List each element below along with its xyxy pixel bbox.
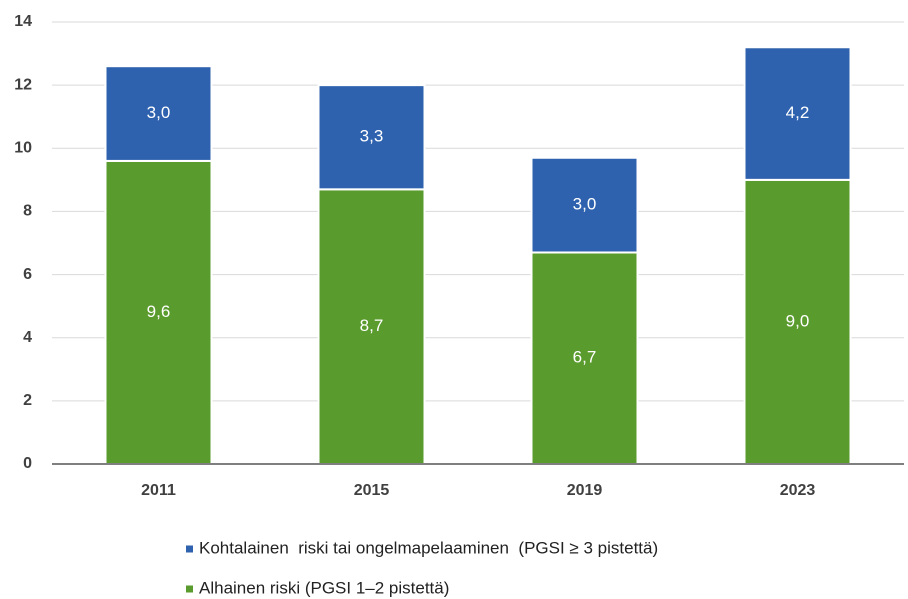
y-tick-label: 10 [14,140,32,157]
data-label: 9,0 [786,311,810,330]
y-tick-label: 0 [23,455,32,472]
data-label: 9,6 [147,302,171,321]
bar-segment [743,178,852,465]
y-tick-label: 4 [23,329,32,346]
bar-segment [530,251,639,465]
data-label: 4,2 [786,103,810,122]
bar-segment [317,84,426,191]
bar-segment [530,156,639,254]
legend-label: Kohtalainen riski tai ongelmapelaaminen … [199,538,658,557]
x-tick-label: 2019 [567,482,603,499]
legend-swatch [186,545,193,553]
legend-label: Alhainen riski (PGSI 1–2 pistettä) [199,578,449,597]
data-label: 8,7 [360,316,384,335]
x-tick-label: 2011 [141,482,176,499]
bar-segment [317,188,426,465]
y-tick-label: 2 [23,392,32,409]
x-tick-label: 2023 [780,482,816,499]
y-tick-label: 14 [14,13,32,30]
data-label: 3,0 [573,195,597,214]
bar-segment [104,65,213,162]
bar-segment [743,46,852,181]
y-tick-label: 6 [23,266,32,283]
data-label: 6,7 [573,348,597,367]
y-tick-label: 12 [14,76,32,93]
data-label: 3,0 [147,103,171,122]
y-tick-label: 8 [23,203,32,220]
legend-swatch [186,585,193,593]
x-tick-label: 2015 [354,482,390,499]
data-label: 3,3 [360,127,384,146]
